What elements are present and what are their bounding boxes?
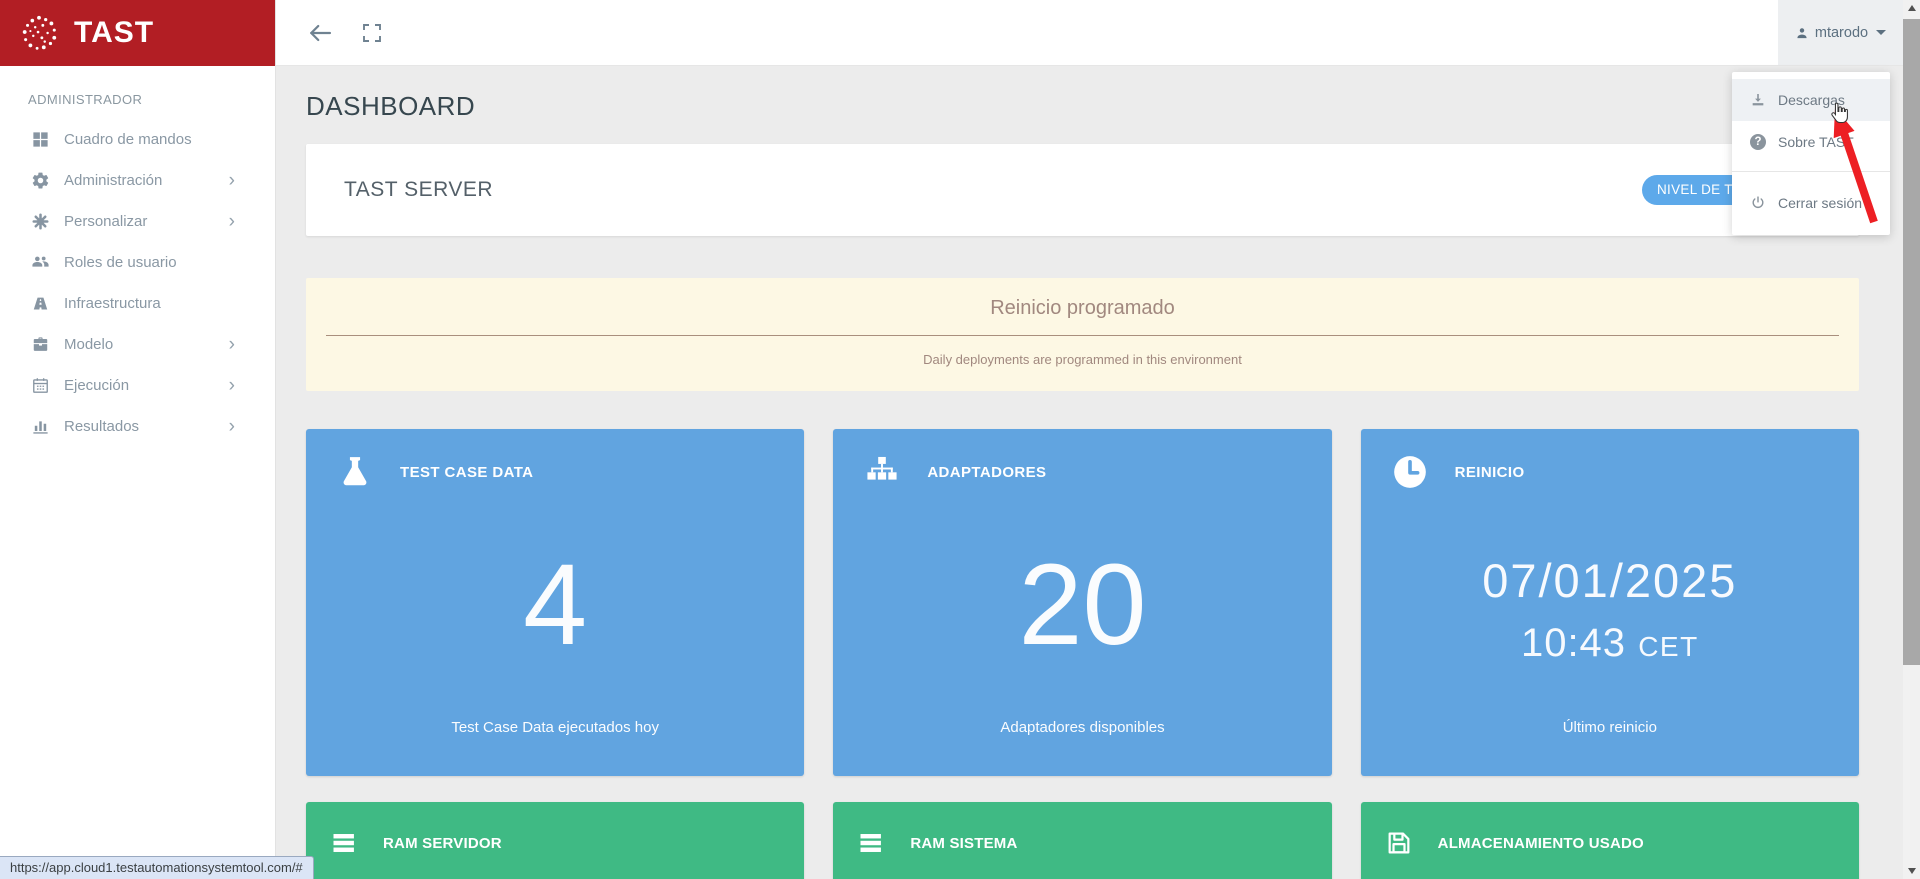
chevron-right-icon: › xyxy=(228,375,235,396)
main-content: DASHBOARD TAST SERVER NIVEL DE TR Reinic… xyxy=(276,66,1903,879)
sidebar-item-resultados[interactable]: Resultados › xyxy=(0,406,275,447)
restart-time: 10:43 CET xyxy=(1520,621,1699,665)
card-title: ALMACENAMIENTO USADO xyxy=(1437,834,1644,852)
sidebar-item-label: Personalizar xyxy=(64,213,148,230)
sidebar-item-personalizar[interactable]: Personalizar › xyxy=(0,201,275,242)
card-almacenamiento-usado: ALMACENAMIENTO USADO xyxy=(1360,802,1859,879)
role-label: ADMINISTRADOR xyxy=(28,92,143,107)
triangle-up-icon xyxy=(1907,5,1916,11)
chevron-down-icon xyxy=(1876,30,1887,35)
card-title: TEST CASE DATA xyxy=(400,463,534,481)
sitemap-icon xyxy=(863,453,901,491)
card-test-case-data: TEST CASE DATA 4 Test Case Data ejecutad… xyxy=(306,429,805,776)
app-logo[interactable]: TAST xyxy=(0,0,275,66)
topbar: mtarodo xyxy=(276,0,1903,66)
card-ram-servidor: RAM SERVIDOR xyxy=(306,802,805,879)
chevron-right-icon: › xyxy=(228,211,235,232)
chevron-right-icon: › xyxy=(228,334,235,355)
vertical-scrollbar xyxy=(1903,0,1920,879)
card-caption: Último reinicio xyxy=(1562,719,1657,736)
metric-cards-row: RAM SERVIDOR RAM SISTEMA ALMACENAMIENTO … xyxy=(306,802,1859,879)
scrollbar-thumb[interactable] xyxy=(1903,19,1920,665)
menu-item-label: Sobre TAST xyxy=(1778,134,1854,150)
download-icon xyxy=(1750,92,1766,108)
user-dropdown-menu: Descargas ? Sobre TAST Cerrar sesión xyxy=(1732,72,1890,235)
sidebar-item-label: Modelo xyxy=(64,336,114,353)
server-panel-title: TAST SERVER xyxy=(344,178,494,201)
card-value: 20 xyxy=(1018,541,1147,669)
menu-item-label: Cerrar sesión xyxy=(1778,195,1863,211)
sidebar-item-infraestructura[interactable]: Infraestructura xyxy=(0,283,275,324)
save-icon xyxy=(1385,829,1413,857)
card-caption: Adaptadores disponibles xyxy=(1000,719,1165,736)
sidebar-item-label: Ejecución xyxy=(64,377,130,394)
menu-item-label: Descargas xyxy=(1778,92,1845,108)
page-title: DASHBOARD xyxy=(306,91,476,121)
gear-icon xyxy=(31,171,50,190)
menu-item-cerrar-sesion[interactable]: Cerrar sesión xyxy=(1732,182,1890,224)
bar-chart-icon xyxy=(31,417,50,436)
card-adaptadores: ADAPTADORES 20 Adaptadores disponibles xyxy=(833,429,1332,776)
calendar-icon xyxy=(31,376,50,395)
sidebar-item-label: Infraestructura xyxy=(64,295,161,312)
restart-date: 07/01/2025 xyxy=(1482,554,1738,607)
users-icon xyxy=(31,253,50,272)
card-ram-sistema: RAM SISTEMA xyxy=(833,802,1332,879)
cog-icon xyxy=(31,212,50,231)
chevron-right-icon: › xyxy=(228,170,235,191)
scroll-up-button[interactable] xyxy=(1903,0,1920,17)
timezone-label: CET xyxy=(1638,631,1699,662)
list-bars-icon xyxy=(857,829,885,857)
road-icon xyxy=(31,294,50,313)
server-panel: TAST SERVER NIVEL DE TR xyxy=(306,144,1859,236)
menu-item-descargas[interactable]: Descargas xyxy=(1732,79,1890,121)
link-preview-status-bar: https://app.cloud1.testautomationsystemt… xyxy=(0,856,314,879)
triangle-down-icon xyxy=(1907,868,1916,874)
sidebar-item-administracion[interactable]: Administración › xyxy=(0,160,275,201)
card-title: RAM SERVIDOR xyxy=(383,834,502,852)
sidebar-item-cuadro-de-mandos[interactable]: Cuadro de mandos xyxy=(0,119,275,160)
username: mtarodo xyxy=(1814,24,1869,41)
scheduled-restart-alert: Reinicio programado Daily deployments ar… xyxy=(306,278,1859,391)
question-icon: ? xyxy=(1750,134,1766,150)
person-icon xyxy=(1795,26,1809,40)
brand-dots-icon xyxy=(18,12,60,54)
card-reinicio: REINICIO 07/01/2025 10:43 CET Último rei… xyxy=(1360,429,1859,776)
briefcase-icon xyxy=(31,335,50,354)
brand-name: TAST xyxy=(74,16,155,49)
card-value: 07/01/2025 10:43 CET xyxy=(1361,553,1859,666)
alert-divider xyxy=(326,335,1839,336)
card-title: ADAPTADORES xyxy=(927,463,1047,481)
card-caption: Test Case Data ejecutados hoy xyxy=(451,719,659,736)
alert-title: Reinicio programado xyxy=(990,297,1175,319)
grid-icon xyxy=(31,130,50,149)
clock-icon xyxy=(1391,453,1429,491)
menu-item-sobre-tast[interactable]: ? Sobre TAST xyxy=(1732,121,1890,163)
power-icon xyxy=(1750,195,1766,211)
stat-cards-row: TEST CASE DATA 4 Test Case Data ejecutad… xyxy=(306,429,1859,776)
sidebar-item-label: Roles de usuario xyxy=(64,254,177,271)
sidebar-item-ejecucion[interactable]: Ejecución › xyxy=(0,365,275,406)
sidebar-item-modelo[interactable]: Modelo › xyxy=(0,324,275,365)
alert-message: Daily deployments are programmed in this… xyxy=(923,352,1242,367)
sidebar-item-label: Cuadro de mandos xyxy=(64,131,192,148)
user-menu-button[interactable]: mtarodo xyxy=(1778,0,1903,65)
menu-divider xyxy=(1732,171,1890,172)
card-title: REINICIO xyxy=(1454,463,1525,481)
sidebar-item-roles-de-usuario[interactable]: Roles de usuario xyxy=(0,242,275,283)
flask-icon xyxy=(336,453,374,491)
scroll-down-button[interactable] xyxy=(1903,862,1920,879)
sidebar-item-label: Administración xyxy=(64,172,163,189)
list-bars-icon xyxy=(330,829,358,857)
card-title: RAM SISTEMA xyxy=(910,834,1018,852)
fullscreen-icon[interactable] xyxy=(360,21,384,45)
card-value: 4 xyxy=(523,541,588,669)
sidebar-item-label: Resultados xyxy=(64,418,140,435)
back-arrow-icon[interactable] xyxy=(306,19,334,47)
sidebar: TAST ADMINISTRADOR Cuadro de mandos Admi… xyxy=(0,0,276,879)
chevron-right-icon: › xyxy=(228,416,235,437)
